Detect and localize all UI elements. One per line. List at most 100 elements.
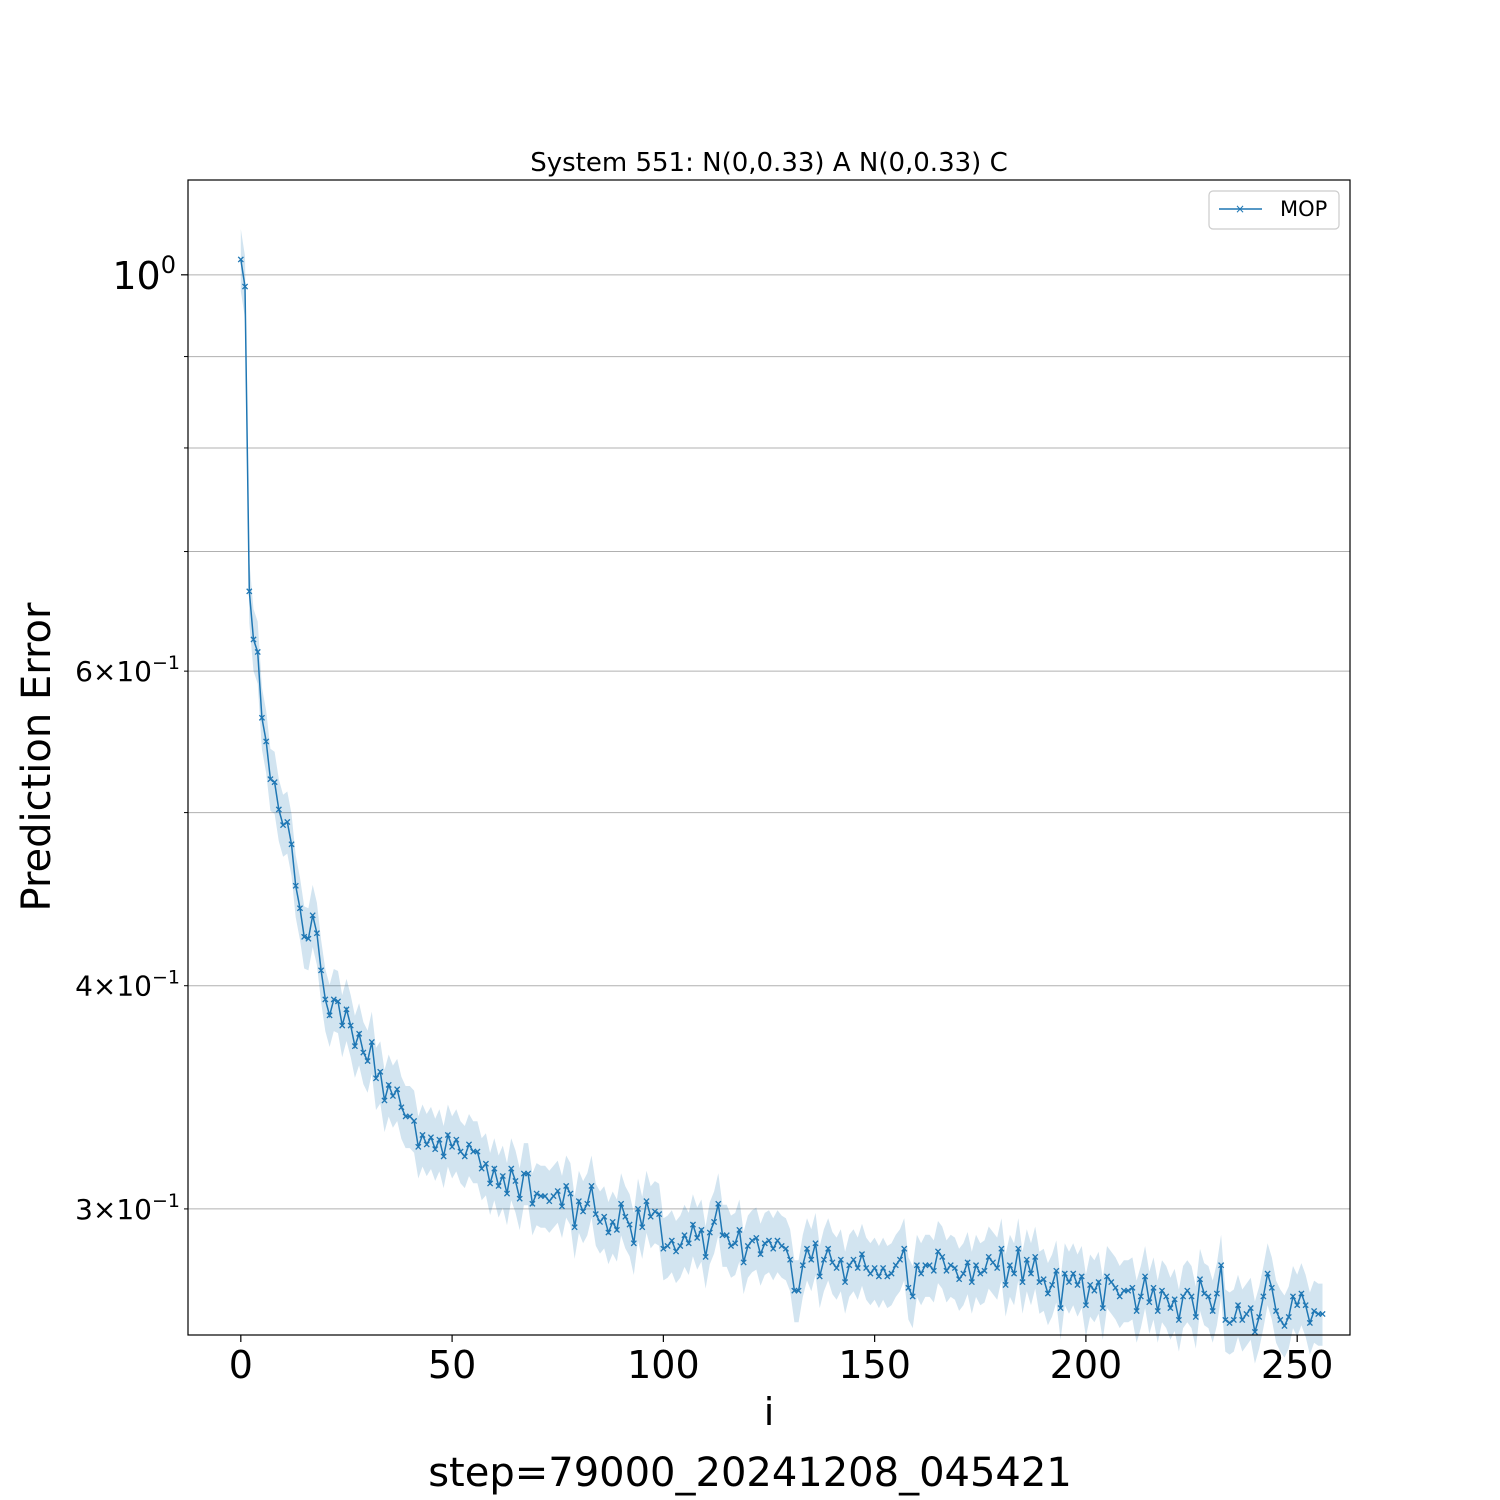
marker-stroke — [516, 1195, 523, 1202]
marker-stroke — [1146, 1299, 1153, 1306]
marker-stroke — [347, 1022, 354, 1029]
data-point-marker — [389, 1092, 396, 1100]
marker-stroke — [601, 1213, 608, 1220]
marker-stroke — [592, 1211, 599, 1218]
marker-stroke — [503, 1190, 511, 1197]
marker-stroke — [871, 1264, 878, 1272]
marker-stroke — [702, 1253, 709, 1260]
marker-stroke — [947, 1262, 954, 1269]
data-point-marker — [406, 1113, 413, 1120]
marker-stroke — [575, 1198, 582, 1205]
data-point-marker — [808, 1256, 815, 1263]
marker-stroke — [301, 933, 308, 940]
data-point-marker — [803, 1245, 811, 1252]
data-point-marker — [550, 1193, 557, 1200]
marker-stroke — [681, 1232, 688, 1239]
data-point-marker — [896, 1256, 904, 1263]
marker-stroke — [660, 1245, 667, 1252]
data-point-marker — [588, 1182, 595, 1190]
marker-stroke — [546, 1198, 553, 1205]
data-point-marker — [871, 1264, 878, 1272]
x-tick-label: 50 — [428, 1343, 476, 1387]
data-point-marker — [795, 1287, 802, 1294]
data-point-marker — [1137, 1293, 1144, 1300]
marker-stroke — [618, 1200, 625, 1207]
marker-stroke — [351, 1043, 358, 1050]
data-point-marker — [656, 1211, 663, 1218]
data-point-marker — [1230, 1316, 1237, 1323]
marker-stroke — [449, 1143, 456, 1150]
data-point-marker — [968, 1279, 975, 1286]
marker-stroke — [1171, 1296, 1178, 1303]
marker-stroke — [1226, 1319, 1233, 1326]
marker-stroke — [858, 1251, 866, 1258]
data-point-marker — [558, 1203, 566, 1210]
data-point-marker — [427, 1134, 435, 1141]
marker-stroke — [1167, 1305, 1174, 1312]
marker-stroke — [1091, 1287, 1098, 1294]
data-point-marker — [1027, 1270, 1035, 1277]
marker-stroke — [757, 1251, 764, 1258]
data-point-marker — [1061, 1270, 1068, 1277]
data-point-marker — [753, 1234, 760, 1241]
data-point-marker — [1268, 1284, 1275, 1291]
marker-stroke — [913, 1262, 920, 1269]
marker-stroke — [892, 1262, 899, 1269]
marker-stroke — [364, 1057, 371, 1065]
marker-stroke — [888, 1270, 895, 1277]
data-point-marker — [643, 1198, 650, 1205]
marker-stroke — [672, 1248, 680, 1255]
marker-stroke — [1201, 1290, 1208, 1297]
data-point-marker — [660, 1245, 667, 1252]
data-point-marker — [1319, 1310, 1326, 1318]
data-point-marker — [1036, 1279, 1043, 1286]
data-point-marker — [951, 1264, 958, 1272]
marker-stroke — [829, 1259, 836, 1266]
marker-stroke — [1247, 1305, 1254, 1312]
marker-stroke — [850, 1256, 857, 1263]
marker-stroke — [749, 1237, 756, 1244]
marker-stroke — [968, 1279, 975, 1286]
marker-stroke — [998, 1245, 1005, 1252]
data-point-marker — [812, 1240, 819, 1247]
data-point-marker — [330, 996, 337, 1003]
data-point-marker — [651, 1208, 658, 1215]
data-point-marker — [567, 1190, 574, 1197]
data-point-marker — [1053, 1267, 1060, 1274]
data-point-marker — [1264, 1270, 1271, 1277]
marker-stroke — [1272, 1307, 1280, 1315]
marker-stroke — [326, 1012, 333, 1019]
marker-stroke — [994, 1264, 1001, 1272]
marker-stroke — [309, 912, 316, 919]
marker-stroke — [419, 1131, 426, 1139]
marker-stroke — [1129, 1284, 1136, 1291]
y-tick-label: 4×10−1 — [75, 967, 180, 1003]
data-point-marker — [689, 1221, 697, 1228]
marker-stroke — [964, 1259, 971, 1266]
marker-stroke — [385, 1081, 392, 1088]
y-axis-label: Prediction Error — [14, 602, 60, 911]
data-point-marker — [436, 1136, 443, 1143]
marker-stroke — [1099, 1305, 1106, 1312]
marker-stroke — [1243, 1310, 1250, 1318]
marker-stroke — [863, 1264, 870, 1272]
marker-stroke — [406, 1113, 413, 1120]
data-point-marker — [419, 1131, 426, 1139]
data-point-marker — [1277, 1316, 1284, 1323]
data-point-marker — [681, 1232, 688, 1239]
marker-stroke — [550, 1193, 557, 1200]
marker-stroke — [508, 1165, 515, 1172]
marker-stroke — [280, 822, 287, 829]
marker-stroke — [1040, 1276, 1047, 1283]
data-point-marker — [546, 1198, 553, 1205]
marker-stroke — [263, 738, 270, 745]
data-point-marker — [1234, 1302, 1242, 1309]
data-point-marker — [732, 1240, 739, 1247]
marker-stroke — [482, 1160, 489, 1167]
marker-stroke — [588, 1182, 595, 1190]
marker-stroke — [1264, 1270, 1271, 1277]
data-point-marker — [296, 905, 304, 912]
confidence-band — [240, 229, 1323, 1364]
marker-stroke — [1061, 1270, 1068, 1277]
data-point-marker — [1099, 1305, 1106, 1312]
